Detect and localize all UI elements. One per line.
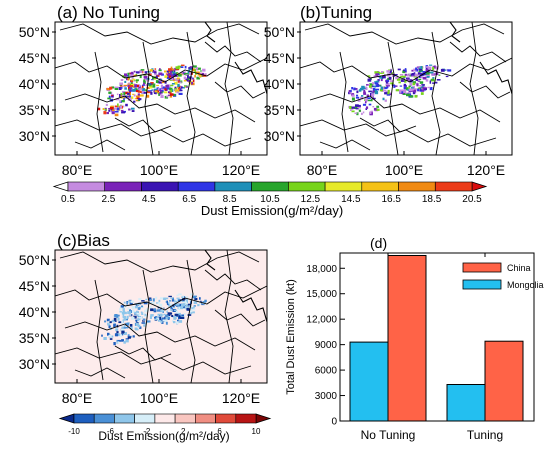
lon-tick-label: 120°E — [222, 162, 260, 178]
dust-colorbar: 0.5 2.5 4.5 6.5 8.5 10.5 12.5 14.5 16.5 18.5 20.5 — [52, 181, 488, 205]
bar-xtick-label: No Tuning — [361, 428, 416, 442]
bar-ytick-label: 15,000 — [306, 289, 337, 300]
lat-tick-label: 40°N — [19, 304, 50, 320]
panel-b-title: (b)Tuning — [300, 3, 372, 22]
bar-chart: 0 3000 6000 9000 12,000 15,000 18,000 No Tunin… — [285, 252, 544, 442]
panel-a-title: (a) No Tuning — [57, 3, 160, 22]
bar-ytick-label: 0 — [331, 417, 337, 428]
colorbar-tick-label: 16.5 — [381, 194, 401, 205]
panel-c-title: (c)Bias — [57, 231, 110, 250]
bar-ytick-label: 6000 — [315, 366, 338, 377]
colorbar-tick-label: 4.5 — [142, 194, 156, 205]
lat-tick-label: 50°N — [19, 252, 50, 268]
map-panel-c — [54, 249, 268, 384]
colorbar-tick-label: 2.5 — [101, 194, 115, 205]
lat-tick-label: 45°N — [19, 278, 50, 294]
lat-tick-label: 35°N — [19, 330, 50, 346]
lon-tick-label: 100°E — [385, 162, 423, 178]
lat-tick-label: 30°N — [19, 356, 50, 372]
lat-tick-label: 50°N — [19, 24, 50, 40]
colorbar-tick-label: 10 — [252, 427, 261, 436]
bar-mongolia-1 — [446, 384, 486, 422]
legend-label: Mongolia — [507, 280, 544, 290]
bar-china-1 — [484, 340, 524, 422]
bar-ytick-label: 3000 — [315, 391, 338, 402]
bar-ylabel: Total Dust Emission (kt) — [285, 279, 297, 395]
bar-ytick-label: 18,000 — [306, 264, 337, 275]
bar-legend: China Mongolia — [462, 262, 544, 290]
map-panel-a — [54, 21, 268, 156]
colorbar-tick-label: -6 — [107, 427, 115, 436]
legend-label: China — [507, 263, 531, 273]
lat-tick-label: 35°N — [264, 102, 295, 118]
bar-chart-frame — [339, 252, 535, 422]
lon-tick-label: 80°E — [62, 390, 93, 406]
lat-tick-label: 40°N — [264, 76, 295, 92]
colorbar-tick-label: 18.5 — [422, 194, 442, 205]
colorbar-tick-label: 12.5 — [301, 194, 321, 205]
lat-tick-label: 45°N — [264, 50, 295, 66]
colorbar-tick-label: -2 — [143, 427, 151, 436]
bias-colorbar-label: Dust Emission(g/m²/day) — [98, 429, 229, 443]
colorbar-tick-label: 2 — [181, 427, 186, 436]
lon-tick-label: 120°E — [467, 162, 505, 178]
dust-colorbar-label: Dust Emission(g/m²/day) — [201, 203, 343, 218]
colorbar-tick-label: 20.5 — [462, 194, 482, 205]
colorbar-tick-label: 14.5 — [341, 194, 361, 205]
colorbar-tick-label: 8.5 — [223, 194, 237, 205]
lon-tick-label: 100°E — [140, 162, 178, 178]
lat-tick-label: 45°N — [19, 50, 50, 66]
bar-xtick-label: Tuning — [467, 428, 503, 442]
colorbar-tick-label: 6.5 — [182, 194, 196, 205]
lat-tick-label: 35°N — [19, 102, 50, 118]
bar-ytick-label: 12,000 — [306, 315, 337, 326]
bias-colorbar: -10 -6 -2 2 6 10 — [58, 413, 272, 436]
legend-swatch — [462, 279, 502, 290]
lat-tick-label: 50°N — [264, 24, 295, 40]
panel-d-title: (d) — [370, 235, 387, 251]
colorbar-tick-label: 6 — [217, 427, 222, 436]
lat-tick-label: 30°N — [264, 128, 295, 144]
lon-tick-label: 80°E — [62, 162, 93, 178]
colorbar-tick-label: 0.5 — [61, 194, 75, 205]
legend-swatch — [462, 262, 502, 273]
lon-tick-label: 80°E — [307, 162, 338, 178]
lat-tick-label: 30°N — [19, 128, 50, 144]
bar-ytick-label: 9000 — [315, 340, 338, 351]
lon-tick-label: 120°E — [222, 390, 260, 406]
bar-china-0 — [387, 255, 427, 422]
bar-mongolia-0 — [349, 341, 389, 422]
lat-tick-label: 40°N — [19, 76, 50, 92]
colorbar-tick-label: 10.5 — [260, 194, 280, 205]
map-panel-b — [299, 21, 513, 156]
colorbar-tick-label: -10 — [68, 427, 80, 436]
lon-tick-label: 100°E — [140, 390, 178, 406]
